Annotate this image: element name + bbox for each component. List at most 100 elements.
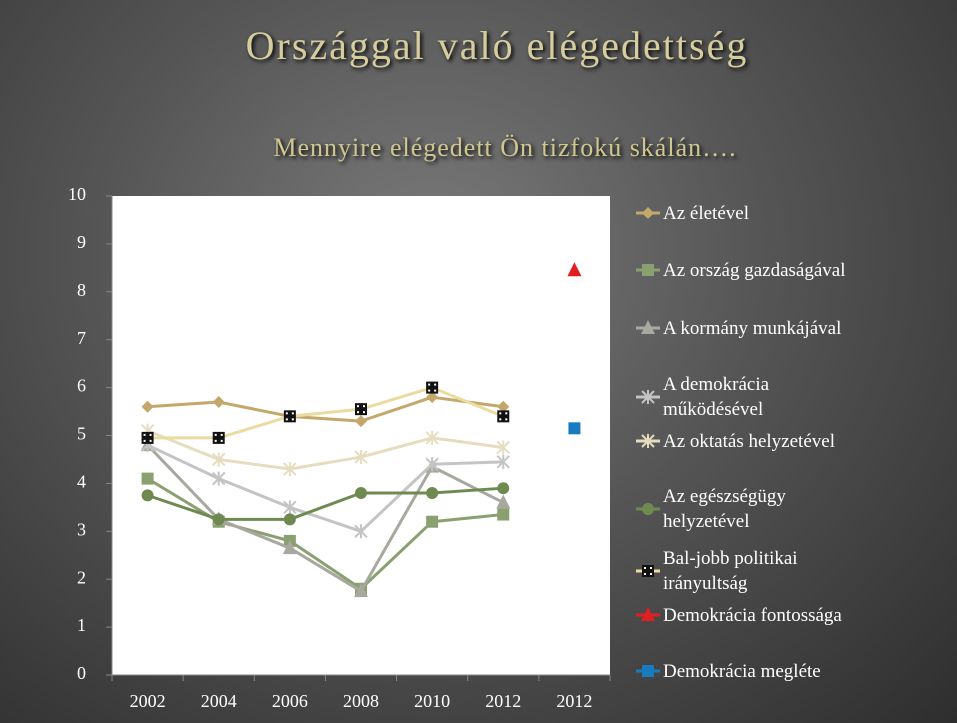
data-point: [426, 515, 439, 528]
y-tick-label: 0: [77, 663, 86, 683]
data-point: [496, 440, 510, 455]
marker-dot: [357, 411, 359, 414]
data-point: [283, 410, 296, 423]
marker-dot: [357, 405, 359, 408]
legend-marker: [642, 565, 654, 577]
legend-label: A demokrácia működésével: [663, 374, 770, 420]
marker-dot: [644, 573, 646, 575]
data-point: [141, 400, 154, 413]
y-tick-label: 10: [68, 184, 86, 204]
marker-dot: [149, 433, 152, 436]
marker-dot: [505, 412, 508, 415]
data-point: [497, 482, 510, 495]
marker-dot: [285, 412, 288, 415]
data-point: [354, 450, 368, 465]
data-point: [426, 391, 439, 404]
data-point: [141, 489, 154, 502]
legend-label: A kormány munkájával: [663, 317, 842, 339]
data-point: [426, 381, 439, 394]
marker-dot: [143, 439, 146, 442]
legend-label: Demokrácia megléte: [663, 660, 821, 682]
marker-dot: [434, 389, 437, 392]
x-tick-label: 2006: [272, 691, 308, 711]
x-tick-label: 2012: [485, 691, 521, 711]
marker-box: [212, 431, 225, 444]
data-point: [567, 262, 582, 277]
data-point: [283, 462, 297, 477]
marker-dot: [291, 412, 294, 415]
data-point: [141, 472, 154, 485]
x-tick-label: 2010: [414, 691, 450, 711]
data-point: [497, 400, 510, 413]
data-point: [355, 403, 367, 416]
data-point: [568, 422, 581, 435]
y-tick-label: 9: [77, 232, 86, 252]
y-tick-label: 7: [77, 328, 86, 348]
data-point: [283, 500, 297, 515]
x-tick-label: 2012: [556, 691, 592, 711]
marker-dot: [285, 418, 288, 421]
marker-box: [642, 565, 654, 577]
plot-area: [112, 196, 610, 675]
y-tick-label: 3: [77, 519, 86, 539]
series-line: [147, 486, 504, 521]
legend-marker: [642, 207, 654, 219]
y-tick-label: 1: [77, 615, 86, 635]
marker-dot: [499, 418, 502, 421]
y-tick-label: 6: [77, 376, 86, 396]
data-point: [425, 430, 439, 445]
data-point: [355, 415, 367, 428]
marker-dot: [428, 383, 431, 386]
marker-dot: [363, 405, 365, 408]
marker-box: [426, 381, 439, 394]
marker-dot: [291, 418, 294, 421]
data-point: [212, 395, 225, 408]
marker-box: [283, 410, 296, 423]
marker-box: [141, 431, 154, 444]
series-line: [146, 444, 504, 593]
legend-marker: [642, 503, 654, 515]
marker-dot: [214, 433, 217, 436]
marker-dot: [143, 433, 146, 436]
marker-dot: [505, 418, 508, 421]
data-point: [354, 583, 368, 598]
y-tick-label: 8: [77, 280, 86, 300]
y-tick-label: 2: [77, 567, 86, 587]
legend-label: Az életével: [663, 202, 749, 224]
x-tick-label: 2004: [201, 691, 237, 711]
marker-dot: [650, 567, 652, 569]
marker-dot: [220, 439, 223, 442]
data-point: [212, 471, 226, 486]
chart-subtitle: Mennyire elégedett Ön tizfokú skálán….: [273, 133, 736, 162]
legend-marker: [642, 665, 654, 677]
x-tick-label: 2008: [343, 691, 379, 711]
marker-box: [497, 410, 510, 423]
chart-title: Országgal való elégedettség: [246, 23, 749, 68]
legend-label: Az ország gazdaságával: [663, 259, 846, 281]
data-point: [425, 457, 439, 472]
data-point: [212, 431, 225, 444]
data-point: [496, 494, 511, 509]
data-point: [497, 508, 510, 521]
data-point: [141, 431, 154, 444]
x-tick-label: 2002: [130, 691, 166, 711]
legend-marker: [641, 434, 655, 448]
data-point: [212, 513, 225, 526]
data-point: [354, 524, 368, 539]
series-line: [147, 395, 504, 423]
marker-dot: [650, 573, 652, 575]
data-point: [496, 454, 510, 469]
marker-dot: [499, 412, 502, 415]
y-tick-label: 4: [77, 472, 86, 492]
marker-dot: [363, 411, 365, 414]
data-point: [282, 540, 297, 555]
series-line: [147, 429, 504, 471]
legend-marker: [641, 390, 655, 404]
y-tick-label: 5: [77, 424, 86, 444]
marker-dot: [220, 433, 223, 436]
legend-label: Az oktatás helyzetével: [663, 430, 835, 452]
data-point: [283, 513, 296, 526]
marker-dot: [214, 439, 217, 442]
